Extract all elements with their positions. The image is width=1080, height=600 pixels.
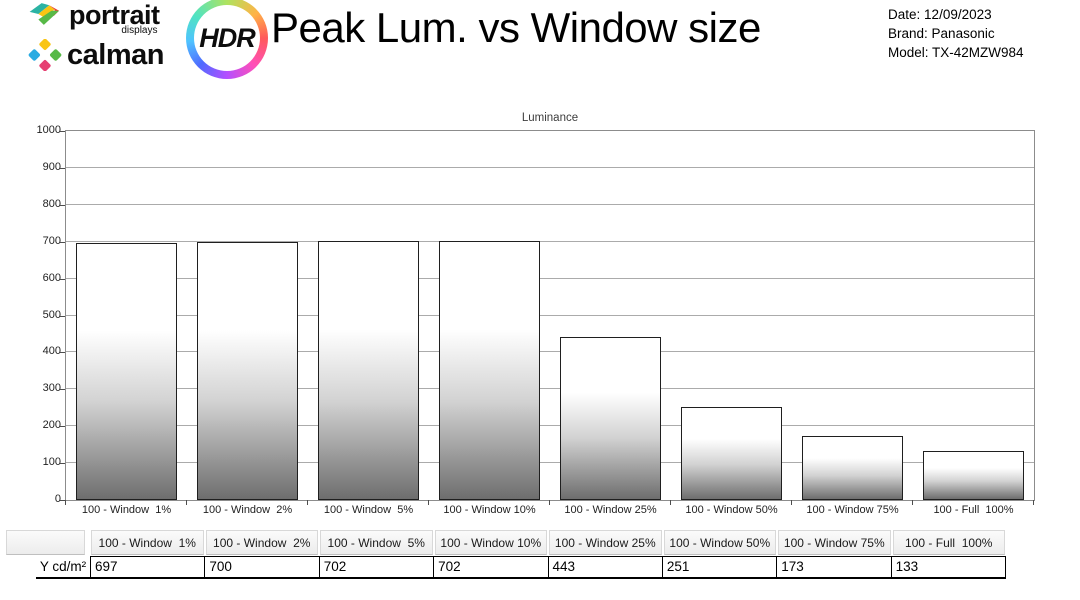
y-axis-tick xyxy=(60,167,65,169)
y-axis-label: 400 xyxy=(42,345,61,358)
y-axis-label: 800 xyxy=(42,197,61,210)
portrait-displays-logo: portrait displays xyxy=(28,2,164,36)
y-axis-tick xyxy=(60,315,65,317)
x-axis-tick xyxy=(549,500,550,505)
column-header: 100 - Window 25% xyxy=(549,530,662,555)
value-cell-100 - Window 2%: 700 xyxy=(205,557,320,577)
column-header: 100 - Full 100% xyxy=(892,530,1005,555)
column-header: 100 - Window 50% xyxy=(663,530,776,555)
brand-block: portrait displays calman xyxy=(28,2,164,71)
hdr-logo-label: HDR xyxy=(199,22,256,53)
x-axis-tick xyxy=(791,500,792,505)
y-axis-tick xyxy=(60,352,65,354)
column-header: 100 - Window 5% xyxy=(320,530,433,555)
y-axis-label: 900 xyxy=(42,160,61,173)
y-axis-label: 1000 xyxy=(36,124,61,136)
calman-logo: calman xyxy=(28,39,164,71)
bar-100 - Window 10% xyxy=(439,241,540,500)
value-cell-100 - Window 5%: 702 xyxy=(320,557,435,577)
x-axis-label: 100 - Window 25% xyxy=(564,504,657,516)
value-cell-100 - Window 75%: 173 xyxy=(777,557,892,577)
portrait-displays-logo-icon xyxy=(29,3,60,25)
gridline xyxy=(66,462,1034,464)
value-cell-100 - Window 10%: 702 xyxy=(434,557,549,577)
y-axis-label: 700 xyxy=(42,234,61,247)
y-axis-tick xyxy=(60,204,65,206)
hdr-logo: HDR xyxy=(186,0,268,79)
meta-model: Model: TX-42MZW984 xyxy=(888,45,1024,60)
bar-100 - Full 100% xyxy=(923,451,1024,500)
gridline xyxy=(66,240,1034,242)
y-axis-tick xyxy=(60,463,65,465)
x-axis-tick xyxy=(912,500,913,505)
y-axis-label: 200 xyxy=(42,419,61,432)
displays-wordmark: displays xyxy=(121,25,158,36)
x-axis-tick xyxy=(307,500,308,505)
calman-wordmark: calman xyxy=(67,39,164,71)
y-axis-label: 500 xyxy=(42,308,61,321)
value-cell-100 - Window 50%: 251 xyxy=(663,557,778,577)
bar-100 - Window 1% xyxy=(76,243,177,500)
value-cell-100 - Full 100%: 133 xyxy=(895,559,919,574)
column-header: 100 - Window 75% xyxy=(778,530,891,555)
row-label-y-cdm2: Y cd/m² xyxy=(36,556,90,579)
gridline xyxy=(66,277,1034,279)
y-axis-tick xyxy=(60,131,65,132)
gridline xyxy=(66,351,1034,353)
x-axis-label: 100 - Full 100% xyxy=(933,504,1014,516)
y-axis-tick xyxy=(60,278,65,280)
value-cell-100 - Window 1%: 697 xyxy=(91,557,206,577)
y-axis-label: 0 xyxy=(54,493,61,505)
y-axis-tick xyxy=(60,389,65,391)
chart-title: Luminance xyxy=(521,112,579,124)
column-header: 100 - Window 10% xyxy=(434,530,547,555)
x-axis-label: 100 - Window 50% xyxy=(685,504,778,516)
x-axis-label: 100 - Window 10% xyxy=(443,504,536,516)
y-axis-tick xyxy=(60,241,65,243)
y-axis-label: 100 xyxy=(42,456,61,469)
y-axis-tick xyxy=(60,426,65,428)
y-axis-label: 600 xyxy=(42,271,61,284)
session-meta: Date: 12/09/2023 Brand: Panasonic Model:… xyxy=(888,5,1024,62)
x-axis-tick xyxy=(186,500,187,505)
bar-100 - Window 50% xyxy=(681,407,782,500)
calman-logo-icon xyxy=(28,39,62,71)
bar-100 - Window 2% xyxy=(197,242,298,500)
gridline xyxy=(66,203,1034,205)
x-axis-tick xyxy=(1033,500,1034,505)
meta-brand: Brand: Panasonic xyxy=(888,26,995,41)
y-axis-label: 300 xyxy=(42,382,61,395)
x-axis-label: 100 - Window 2% xyxy=(202,504,293,516)
plot-area xyxy=(65,130,1035,501)
column-header: 100 - Window 1% xyxy=(91,530,204,555)
page-title: Peak Lum. vs Window size xyxy=(271,4,761,51)
bar-100 - Window 5% xyxy=(318,241,419,500)
x-axis-tick xyxy=(670,500,671,505)
x-axis-label: 100 - Window 5% xyxy=(323,504,414,516)
x-axis-label: 100 - Window 75% xyxy=(806,504,899,516)
y-axis-tick xyxy=(60,500,65,501)
x-axis-tick xyxy=(65,500,66,505)
x-axis-tick xyxy=(428,500,429,505)
column-header-spacer xyxy=(6,530,85,555)
gridline xyxy=(66,425,1034,427)
meta-date: Date: 12/09/2023 xyxy=(888,7,992,22)
bar-100 - Window 25% xyxy=(560,337,661,500)
column-header: 100 - Window 2% xyxy=(205,530,318,555)
value-cell-100 - Window 25%: 443 xyxy=(549,557,663,577)
gridline xyxy=(66,314,1034,316)
gridline xyxy=(66,166,1034,168)
x-axis-label: 100 - Window 1% xyxy=(81,504,172,516)
value-row: 697 700 702 702 443 251 173 133 xyxy=(90,556,1006,579)
bar-100 - Window 75% xyxy=(802,436,903,500)
gridline xyxy=(66,388,1034,390)
portrait-wordmark: portrait xyxy=(69,0,160,30)
